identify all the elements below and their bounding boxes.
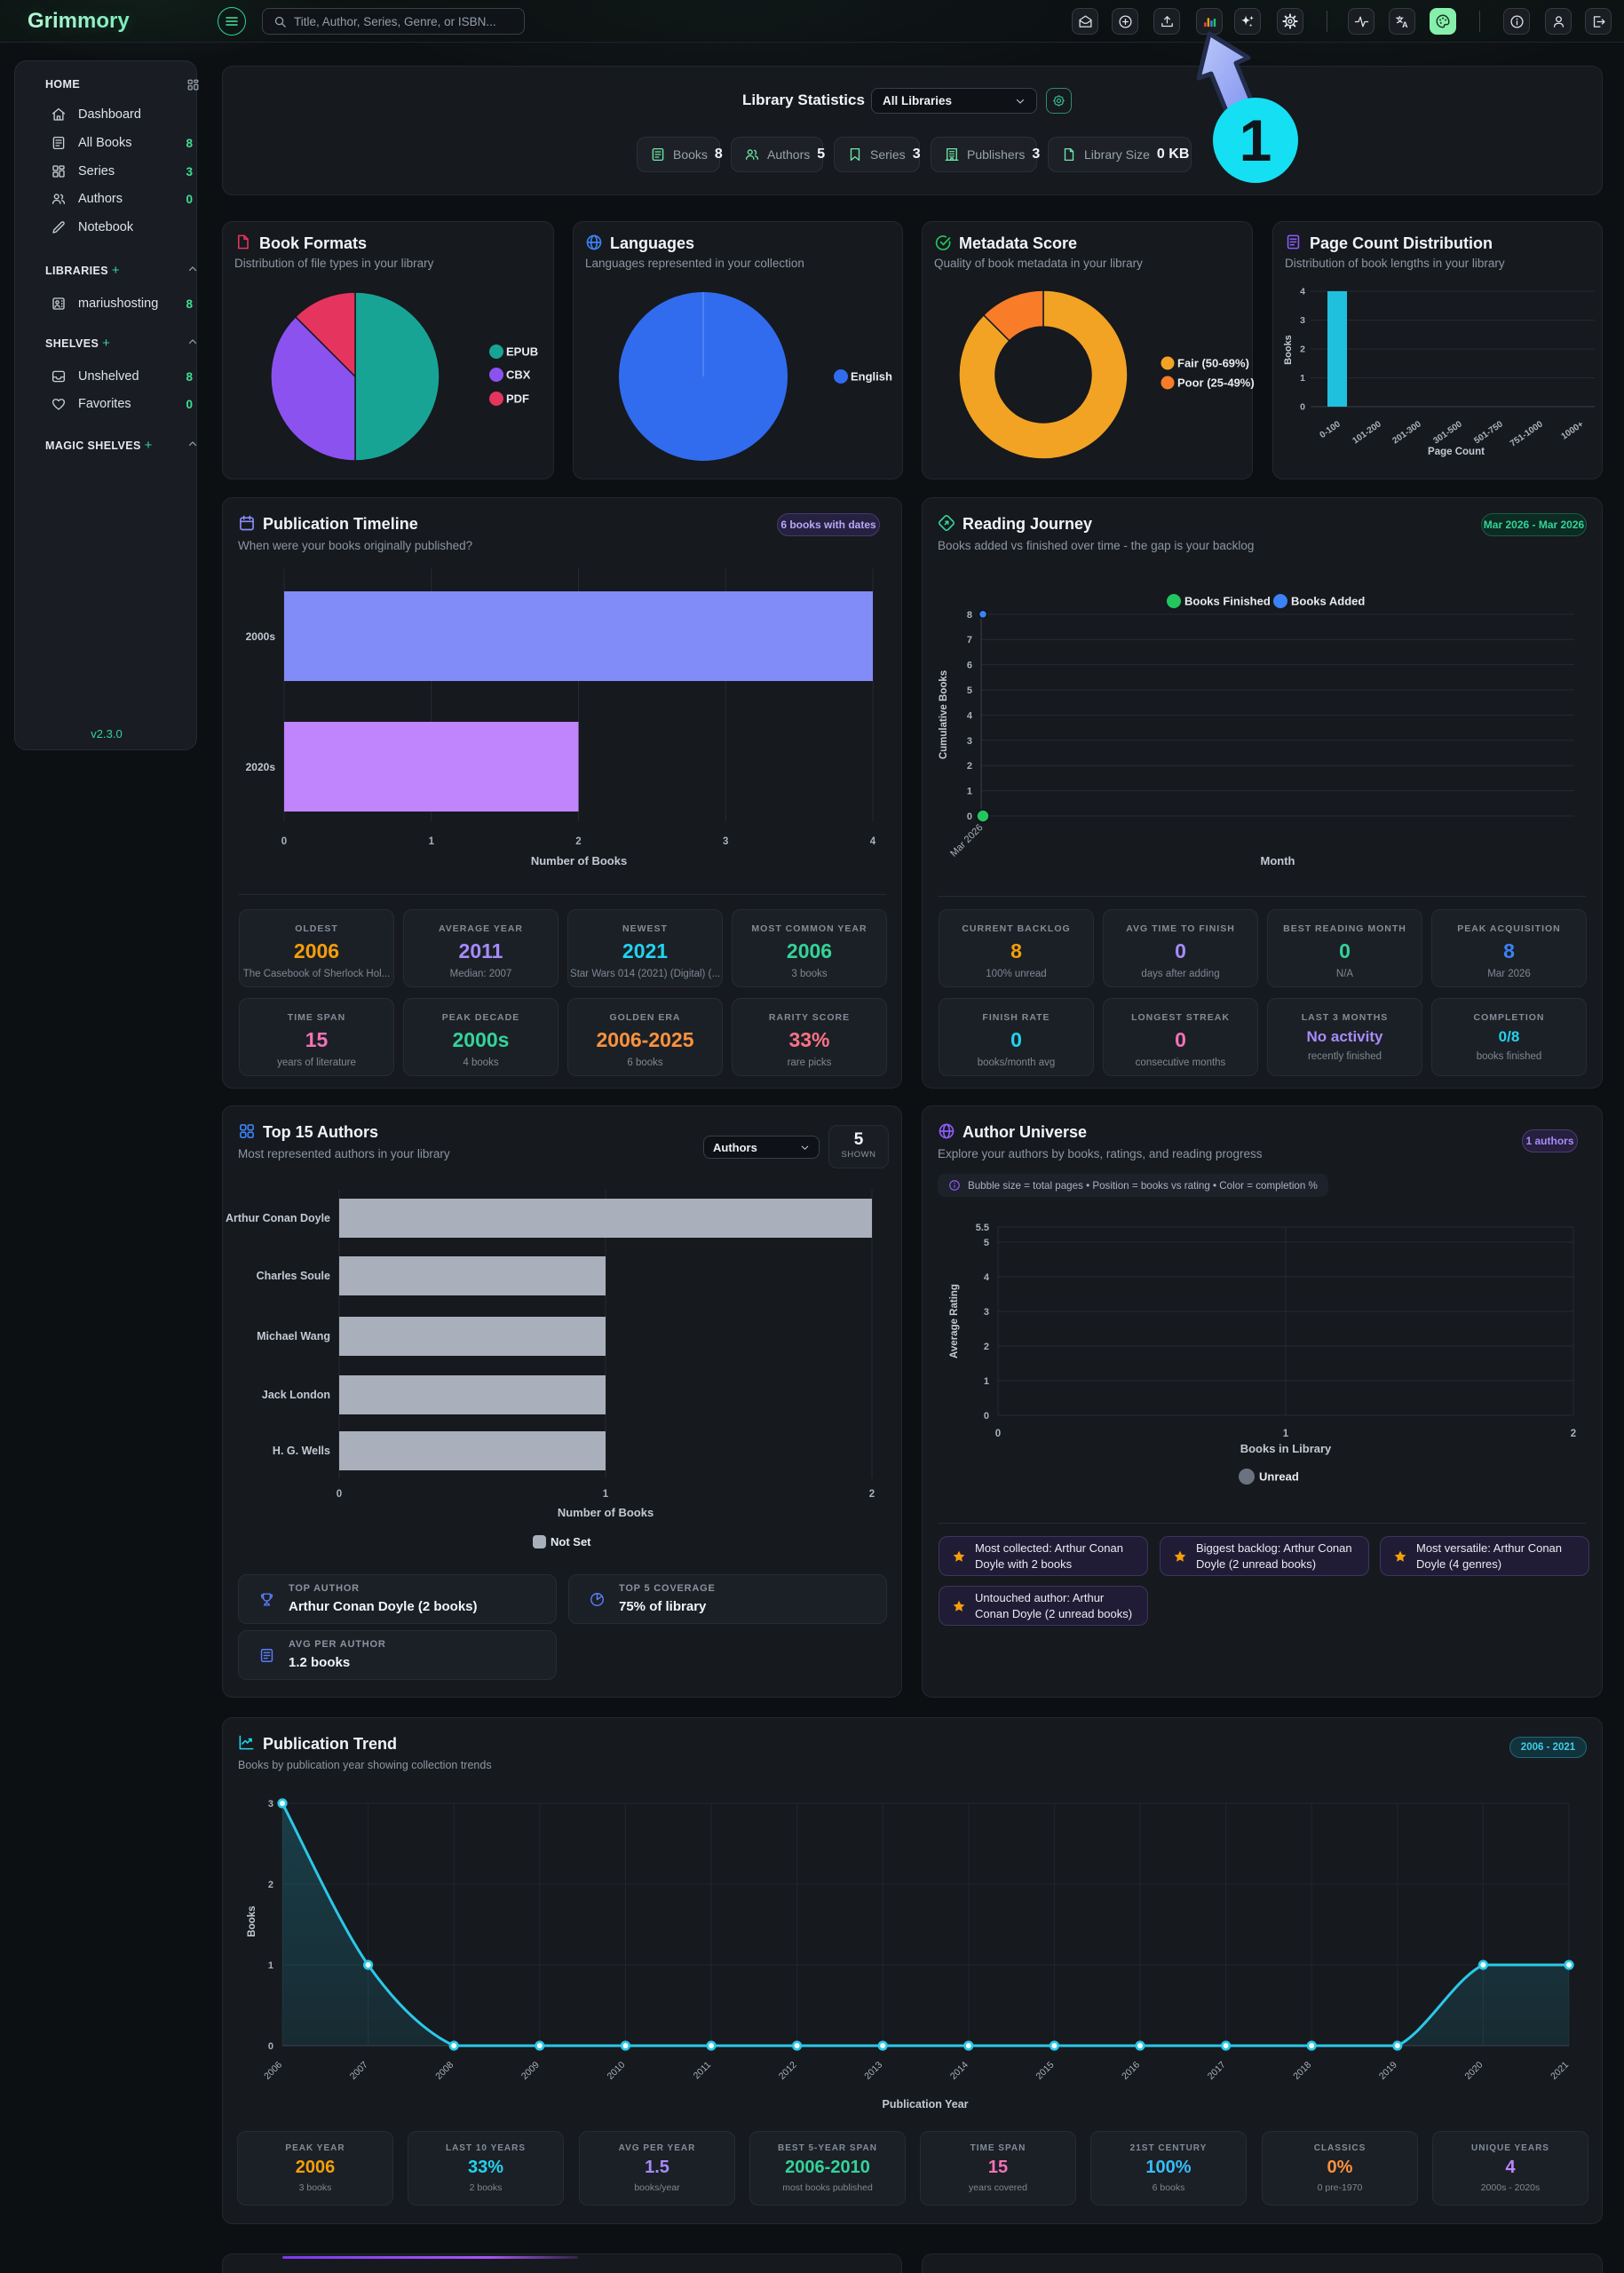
svg-text:2015: 2015	[1034, 2060, 1057, 2082]
svg-text:0: 0	[337, 1489, 342, 1500]
svg-text:1: 1	[429, 836, 435, 847]
svg-text:0: 0	[984, 1411, 989, 1422]
svg-text:5: 5	[984, 1238, 989, 1248]
svg-text:Books Added: Books Added	[1291, 595, 1365, 608]
svg-text:Arthur Conan Doyle: Arthur Conan Doyle	[226, 1212, 330, 1224]
svg-text:CBX: CBX	[506, 368, 531, 382]
svg-text:Average Rating: Average Rating	[949, 1284, 960, 1358]
svg-text:Books Finished: Books Finished	[1184, 595, 1271, 608]
svg-text:101-200: 101-200	[1351, 419, 1383, 446]
svg-text:1000+: 1000+	[1559, 419, 1585, 441]
svg-text:2: 2	[1300, 345, 1305, 355]
svg-text:501-750: 501-750	[1472, 419, 1505, 446]
svg-text:3: 3	[723, 836, 728, 847]
svg-text:2020: 2020	[1463, 2060, 1485, 2082]
svg-text:2020s: 2020s	[246, 761, 276, 773]
svg-text:2012: 2012	[777, 2060, 799, 2082]
svg-text:201-300: 201-300	[1390, 419, 1423, 446]
svg-text:0: 0	[995, 1429, 1001, 1439]
svg-text:Books in Library: Books in Library	[1240, 1442, 1332, 1455]
svg-text:Michael Wang: Michael Wang	[257, 1330, 330, 1342]
svg-text:2000s: 2000s	[246, 630, 276, 643]
svg-text:1: 1	[1300, 373, 1305, 384]
svg-text:2: 2	[869, 1489, 875, 1500]
svg-text:H. G. Wells: H. G. Wells	[273, 1445, 330, 1457]
svg-text:2014: 2014	[948, 2060, 970, 2082]
svg-text:Number of Books: Number of Books	[531, 854, 627, 867]
svg-text:0: 0	[1300, 402, 1305, 413]
svg-text:2006: 2006	[262, 2060, 284, 2082]
svg-text:1: 1	[268, 1960, 273, 1971]
svg-text:2021: 2021	[1549, 2060, 1571, 2082]
svg-text:Publication Year: Publication Year	[882, 2098, 968, 2111]
svg-text:2018: 2018	[1291, 2060, 1313, 2082]
svg-text:1: 1	[984, 1376, 989, 1387]
svg-text:1: 1	[603, 1489, 609, 1500]
svg-text:Books: Books	[1283, 335, 1294, 365]
svg-text:4: 4	[984, 1272, 990, 1283]
svg-text:3: 3	[1300, 315, 1305, 326]
svg-text:Jack London: Jack London	[262, 1389, 330, 1401]
svg-text:Month: Month	[1261, 854, 1295, 867]
svg-text:Fair (50-69%): Fair (50-69%)	[1177, 357, 1249, 370]
svg-text:Number of Books: Number of Books	[558, 1506, 654, 1519]
svg-text:English: English	[851, 370, 892, 384]
svg-text:3: 3	[268, 1799, 273, 1810]
svg-text:4: 4	[967, 710, 973, 721]
svg-text:2009: 2009	[519, 2060, 542, 2082]
svg-text:1: 1	[967, 787, 972, 797]
svg-text:301-500: 301-500	[1431, 419, 1464, 446]
svg-text:1: 1	[1283, 1429, 1289, 1439]
svg-text:4: 4	[870, 836, 876, 847]
svg-text:4: 4	[1300, 287, 1305, 297]
svg-text:Books: Books	[247, 1905, 257, 1936]
svg-text:2: 2	[268, 1880, 273, 1890]
svg-text:0: 0	[967, 812, 972, 822]
svg-text:2007: 2007	[348, 2060, 370, 2082]
svg-text:Mar 2026: Mar 2026	[948, 822, 985, 859]
svg-text:2: 2	[967, 761, 972, 772]
svg-text:2010: 2010	[606, 2060, 628, 2082]
svg-text:5: 5	[967, 685, 972, 696]
svg-text:2008: 2008	[433, 2060, 456, 2082]
svg-text:EPUB: EPUB	[506, 345, 538, 359]
svg-text:3: 3	[967, 736, 972, 747]
svg-text:2013: 2013	[862, 2060, 884, 2082]
svg-text:3: 3	[984, 1307, 989, 1318]
svg-text:2011: 2011	[692, 2060, 714, 2082]
svg-text:2: 2	[1571, 1429, 1576, 1439]
svg-text:2: 2	[575, 836, 581, 847]
svg-text:PDF: PDF	[506, 392, 529, 406]
svg-text:5.5: 5.5	[976, 1223, 989, 1233]
svg-text:Unread: Unread	[1259, 1470, 1299, 1484]
svg-text:0: 0	[281, 836, 287, 847]
svg-text:8: 8	[967, 610, 972, 621]
svg-text:751-1000: 751-1000	[1509, 419, 1545, 449]
svg-text:Cumulative Books: Cumulative Books	[939, 670, 949, 759]
svg-text:Charles Soule: Charles Soule	[257, 1270, 330, 1282]
svg-text:Not Set: Not Set	[551, 1535, 591, 1548]
svg-text:2: 2	[984, 1342, 989, 1352]
svg-text:6: 6	[967, 661, 972, 671]
svg-text:0-100: 0-100	[1319, 419, 1343, 440]
svg-text:2017: 2017	[1206, 2060, 1228, 2082]
svg-text:7: 7	[967, 635, 972, 645]
svg-text:A: A	[1402, 20, 1408, 28]
svg-text:2016: 2016	[1120, 2060, 1142, 2082]
svg-text:2019: 2019	[1377, 2060, 1399, 2082]
svg-text:Page Count: Page Count	[1428, 447, 1485, 457]
svg-text:0: 0	[268, 2041, 273, 2052]
svg-text:Poor (25-49%): Poor (25-49%)	[1177, 376, 1255, 390]
